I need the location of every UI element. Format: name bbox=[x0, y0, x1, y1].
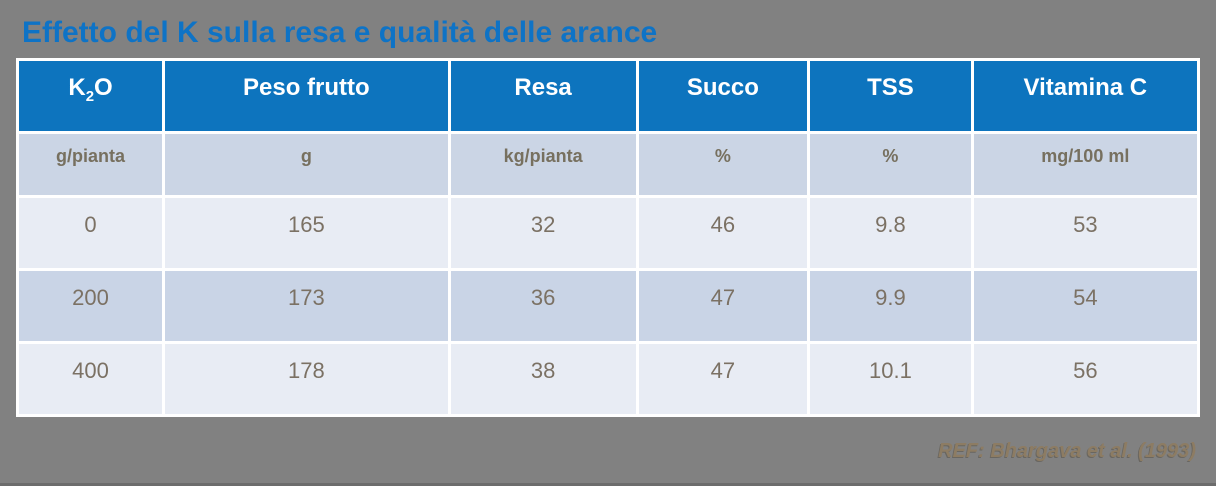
unit-vitamina-c: mg/100 ml bbox=[973, 134, 1197, 195]
cell-resa: 32 bbox=[450, 198, 636, 268]
column-header-resa: Resa bbox=[450, 61, 636, 131]
table-row: 200 173 36 47 9.9 54 bbox=[19, 271, 1197, 341]
unit-k2o: g/pianta bbox=[19, 134, 163, 195]
table-row: 400 178 38 47 10.1 56 bbox=[19, 344, 1197, 414]
cell-vitamina-c: 56 bbox=[973, 344, 1197, 414]
unit-succo: % bbox=[638, 134, 808, 195]
column-header-vitamina-c: Vitamina C bbox=[973, 61, 1197, 131]
cell-k2o: 200 bbox=[19, 271, 163, 341]
cell-resa: 36 bbox=[450, 271, 636, 341]
cell-peso-frutto: 178 bbox=[165, 344, 448, 414]
cell-peso-frutto: 173 bbox=[165, 271, 448, 341]
table-row: 0 165 32 46 9.8 53 bbox=[19, 198, 1197, 268]
unit-resa: kg/pianta bbox=[450, 134, 636, 195]
page-title: Effetto del K sulla resa e qualità delle… bbox=[22, 16, 658, 49]
cell-succo: 47 bbox=[638, 344, 808, 414]
cell-succo: 47 bbox=[638, 271, 808, 341]
cell-k2o: 400 bbox=[19, 344, 163, 414]
cell-vitamina-c: 53 bbox=[973, 198, 1197, 268]
reference-citation: REF: Bhargava et al. (1993) bbox=[938, 440, 1196, 462]
potassium-effects-table: K2O Peso frutto Resa Succo TSS Vitamina … bbox=[16, 58, 1200, 417]
unit-tss: % bbox=[810, 134, 971, 195]
cell-tss: 9.8 bbox=[810, 198, 971, 268]
table-header-row: K2O Peso frutto Resa Succo TSS Vitamina … bbox=[19, 61, 1197, 131]
unit-peso-frutto: g bbox=[165, 134, 448, 195]
cell-tss: 10.1 bbox=[810, 344, 971, 414]
column-header-k2o: K2O bbox=[19, 61, 163, 131]
table-units-row: g/pianta g kg/pianta % % mg/100 ml bbox=[19, 134, 1197, 195]
column-header-succo: Succo bbox=[638, 61, 808, 131]
cell-vitamina-c: 54 bbox=[973, 271, 1197, 341]
cell-k2o: 0 bbox=[19, 198, 163, 268]
column-header-peso-frutto: Peso frutto bbox=[165, 61, 448, 131]
cell-succo: 46 bbox=[638, 198, 808, 268]
bottom-edge-divider bbox=[0, 483, 1216, 486]
column-header-tss: TSS bbox=[810, 61, 971, 131]
cell-peso-frutto: 165 bbox=[165, 198, 448, 268]
k2o-subscript: 2 bbox=[85, 87, 95, 105]
cell-tss: 9.9 bbox=[810, 271, 971, 341]
cell-resa: 38 bbox=[450, 344, 636, 414]
